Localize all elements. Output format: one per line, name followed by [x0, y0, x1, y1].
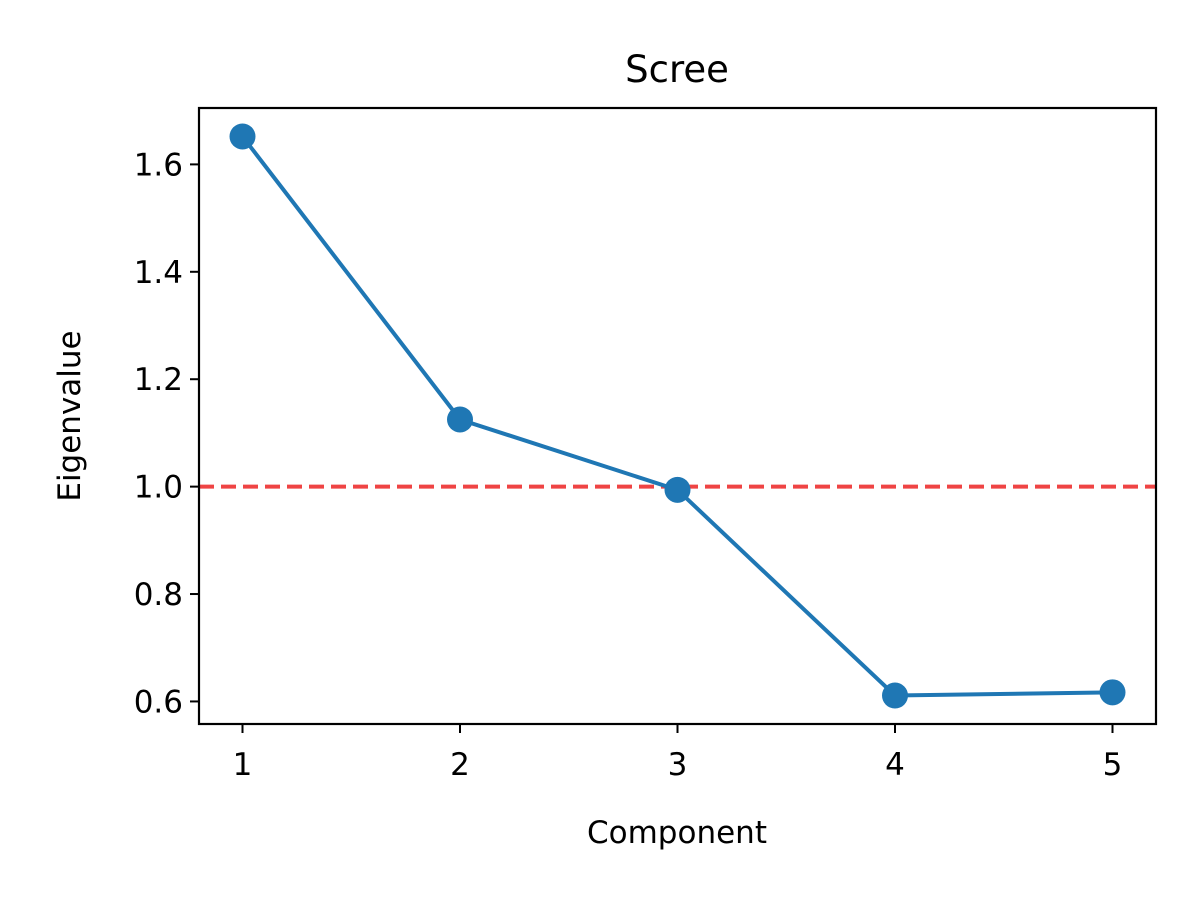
- y-axis-label: Eigenvalue: [52, 330, 88, 501]
- series-line: [240, 135, 1113, 698]
- x-tick-label: 3: [668, 747, 688, 783]
- y-axis-ticks: 0.6 0.8 1.0 1.2 1.4 1.6: [134, 147, 199, 720]
- data-points: [229, 123, 1126, 709]
- y-tick-label: 1.0: [134, 470, 183, 506]
- y-tick-label: 1.4: [134, 255, 183, 291]
- y-tick-label: 1.2: [134, 362, 183, 398]
- x-tick-label: 2: [450, 747, 470, 783]
- chart-title: Scree: [625, 48, 729, 91]
- x-axis-ticks: 1 2 3 4 5: [233, 724, 1123, 783]
- y-tick-label: 0.8: [134, 577, 183, 613]
- x-tick-label: 5: [1103, 747, 1123, 783]
- data-point: [229, 123, 256, 150]
- x-tick-label: 4: [885, 747, 905, 783]
- y-tick-label: 1.6: [134, 147, 183, 183]
- data-point: [1099, 679, 1126, 706]
- x-tick-label: 1: [233, 747, 253, 783]
- plot-frame: [197, 106, 1158, 726]
- data-point: [882, 682, 908, 709]
- data-point: [664, 476, 691, 503]
- y-tick-label: 0.6: [134, 684, 183, 720]
- data-point: [447, 406, 473, 433]
- x-axis-label: Component: [587, 815, 767, 851]
